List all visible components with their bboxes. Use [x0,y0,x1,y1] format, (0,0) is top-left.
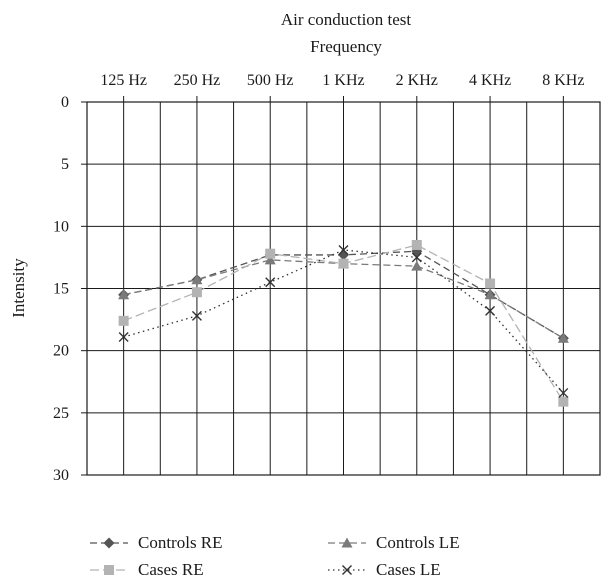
legend-label: Controls RE [138,533,223,552]
chart-title: Air conduction test [281,10,412,29]
series-cases-le [118,244,569,398]
data-point [485,278,496,289]
legend-marker [342,565,352,575]
legend: Controls RE Controls LE Cases RE Cases LE [90,533,460,579]
data-point [411,252,422,263]
legend-label: Cases LE [376,560,441,579]
data-point [118,331,129,342]
data-point [118,315,129,326]
series-lines [118,239,569,407]
legend-label: Cases RE [138,560,204,579]
data-point [191,274,203,285]
data-point [411,239,422,250]
x-tick-label: 500 Hz [247,72,294,89]
legend-marker [103,537,115,549]
legend-marker [104,565,114,575]
legend-item-controls-re: Controls RE [90,533,223,552]
data-point [411,260,423,271]
x-tick-label: 4 KHz [469,72,511,89]
grid [86,101,601,476]
data-point [558,387,569,398]
y-tick-label: 20 [53,343,69,360]
legend-marker [341,537,353,548]
legend-item-cases-re: Cases RE [90,560,204,579]
data-point [485,305,496,316]
series-cases-re [118,239,569,407]
data-point [191,310,202,321]
data-point [338,258,349,269]
y-tick-label: 5 [61,156,69,173]
x-tick-label: 2 KHz [396,72,438,89]
x-tick-label: 125 Hz [100,72,147,89]
data-point [118,289,130,300]
data-point [264,254,276,265]
y-tick-label: 0 [61,94,69,111]
data-point [191,287,202,298]
x-tick-label: 1 KHz [322,72,364,89]
data-point [484,289,496,300]
x-tick-label: 250 Hz [174,72,221,89]
y-axis-label: Intensity [9,258,28,318]
y-tick-label: 10 [53,218,69,235]
data-point [265,277,276,288]
data-point [558,396,569,407]
y-tick-label: 25 [53,405,69,422]
y-tick-labels: 0 5 10 15 20 25 30 [53,94,87,484]
legend-label: Controls LE [376,533,460,552]
x-axis-label: Frequency [310,37,382,56]
data-point [557,332,569,343]
x-tick-label: 8 KHz [542,72,584,89]
y-tick-label: 15 [53,281,69,298]
legend-item-cases-le: Cases LE [328,560,441,579]
legend-item-controls-le: Controls LE [328,533,460,552]
x-tick-labels: 125 Hz 250 Hz 500 Hz 1 KHz 2 KHz 4 KHz 8 KHz [100,72,584,102]
data-point [265,248,276,259]
data-point [338,244,349,255]
y-tick-label: 30 [53,467,69,484]
